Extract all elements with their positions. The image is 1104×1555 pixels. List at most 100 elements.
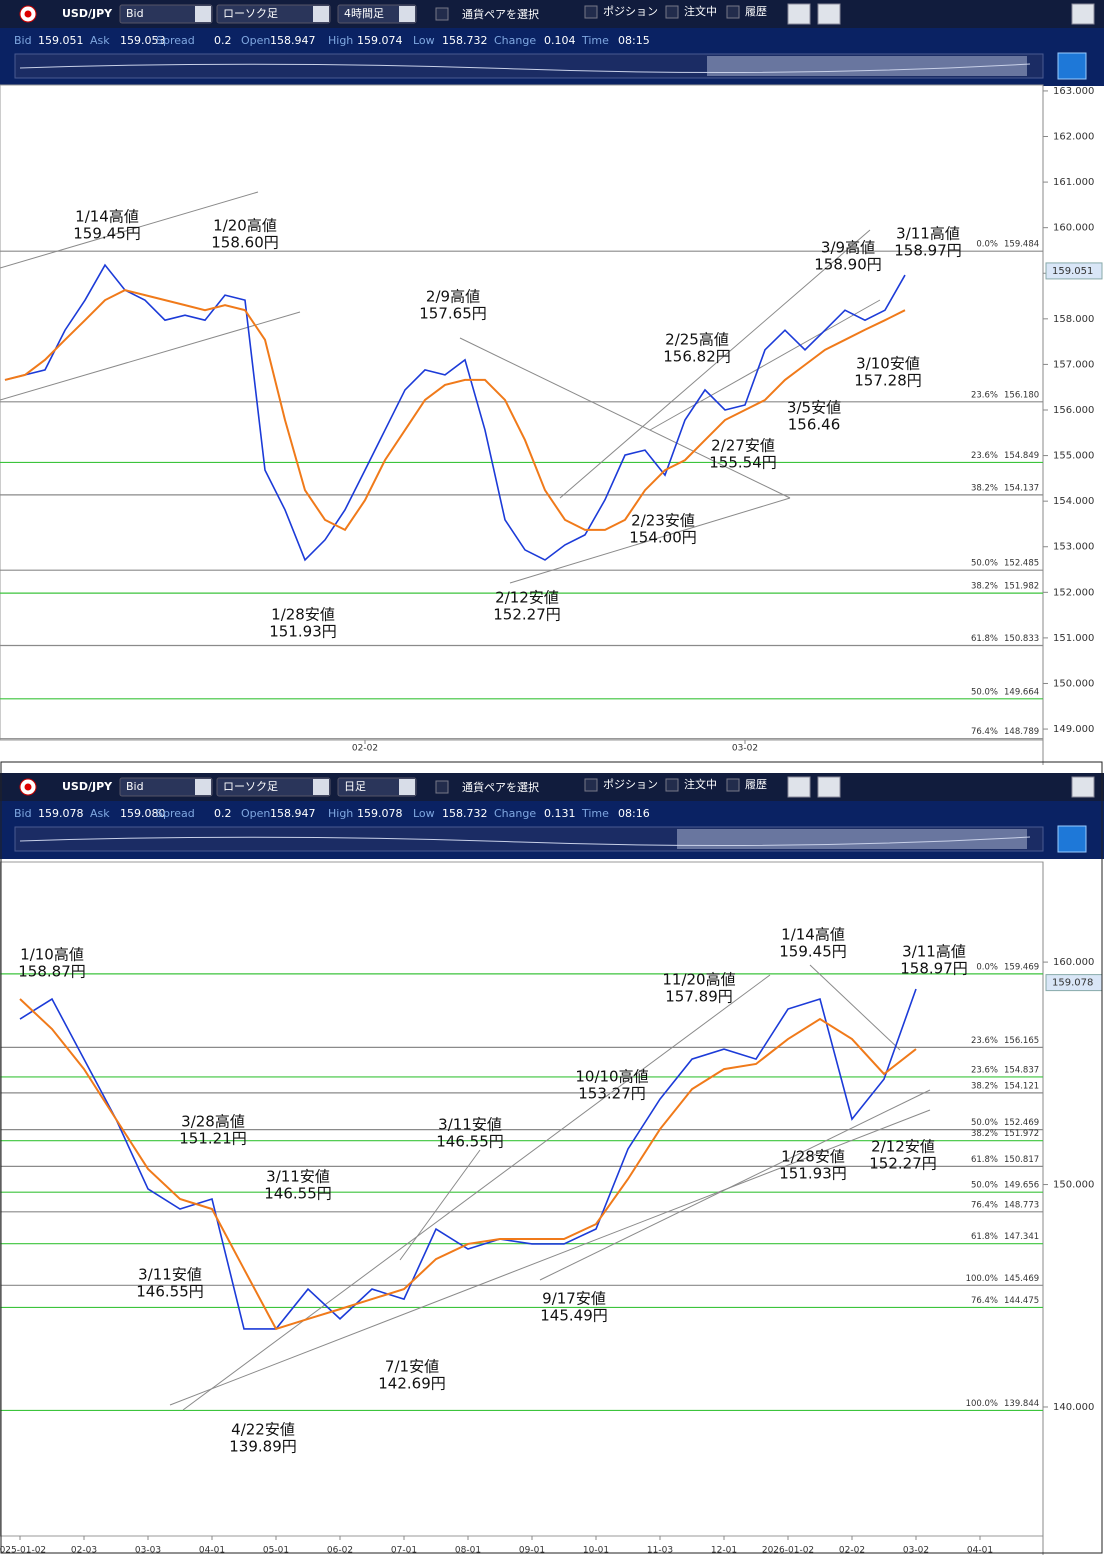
checkbox[interactable] bbox=[584, 778, 598, 792]
quote-label: Change bbox=[494, 34, 536, 47]
annotation-price: 152.27円 bbox=[493, 606, 561, 624]
dropdown-label: Bid bbox=[126, 780, 144, 793]
x-tick-label: 2025-01-02 bbox=[0, 1546, 46, 1555]
annotation-label: 1/14高値 bbox=[781, 926, 845, 944]
annotation-price: 158.90円 bbox=[814, 256, 882, 274]
dropdown-arrow[interactable] bbox=[313, 779, 329, 795]
dropdown[interactable] bbox=[216, 4, 331, 24]
annotation-label: 3/5安値 bbox=[787, 399, 841, 417]
navigator-button[interactable] bbox=[1057, 825, 1087, 853]
annotation-label: 2/25高値 bbox=[665, 331, 729, 349]
trend-line bbox=[539, 1089, 931, 1281]
dropdown-arrow[interactable] bbox=[195, 779, 211, 795]
fib-pct: 50.0% bbox=[971, 559, 998, 569]
x-tick-label: 08-01 bbox=[455, 1546, 481, 1555]
toggle-label: ポジション bbox=[603, 778, 658, 791]
dropdown[interactable] bbox=[119, 777, 213, 797]
dropdown-arrow[interactable] bbox=[313, 6, 329, 22]
annotation-label: 1/28安値 bbox=[781, 1148, 845, 1166]
quote-value: 158.947 bbox=[270, 807, 316, 820]
fib-value: 154.837 bbox=[1004, 1065, 1039, 1075]
fib-value: 150.817 bbox=[1004, 1155, 1039, 1165]
y-tick-label: 163.000 bbox=[1053, 86, 1094, 97]
plot-area bbox=[0, 861, 1044, 1537]
fib-pct: 61.8% bbox=[971, 634, 998, 644]
dropdown-arrow[interactable] bbox=[399, 6, 415, 22]
quote-value: 158.732 bbox=[442, 807, 488, 820]
y-tick-label: 150.000 bbox=[1053, 678, 1094, 689]
tool-icon[interactable] bbox=[1071, 776, 1095, 798]
dropdown[interactable] bbox=[119, 4, 213, 24]
annotation-label: 11/20高値 bbox=[662, 971, 735, 989]
navigator-line bbox=[19, 63, 1031, 74]
fib-pct: 100.0% bbox=[966, 1399, 998, 1409]
trend-line bbox=[559, 229, 871, 499]
navigator-window[interactable] bbox=[707, 56, 1027, 76]
y-tick-label: 150.000 bbox=[1053, 1180, 1094, 1191]
checkbox[interactable] bbox=[726, 778, 740, 792]
fib-pct: 38.2% bbox=[971, 582, 998, 592]
tool-icon[interactable] bbox=[1071, 3, 1095, 25]
tool-icon[interactable] bbox=[817, 3, 841, 25]
y-tick-label: 156.000 bbox=[1053, 405, 1094, 416]
annotation-label: 1/14高値 bbox=[75, 208, 139, 226]
last-price-label: 159.078 bbox=[1052, 978, 1093, 989]
trend-line bbox=[649, 299, 881, 431]
dropdown-label: Bid bbox=[126, 7, 144, 20]
annotation-price: 142.69円 bbox=[378, 1375, 446, 1393]
quote-value: 159.074 bbox=[357, 34, 403, 47]
annotation-price: 158.97円 bbox=[900, 960, 968, 978]
y-tick-label: 162.000 bbox=[1053, 132, 1094, 143]
annotation-price: 146.55円 bbox=[436, 1133, 504, 1151]
fib-value: 152.485 bbox=[1004, 559, 1039, 569]
annotation-label: 10/10高値 bbox=[575, 1068, 648, 1086]
quote-label: Spread bbox=[156, 34, 195, 47]
y-tick-label: 153.000 bbox=[1053, 542, 1094, 553]
dropdown[interactable] bbox=[337, 4, 417, 24]
navigator-button[interactable] bbox=[1057, 52, 1087, 80]
fib-pct: 50.0% bbox=[971, 1118, 998, 1128]
tool-icon[interactable] bbox=[817, 776, 841, 798]
trend-line bbox=[459, 337, 791, 499]
checkbox[interactable] bbox=[726, 5, 740, 19]
fib-value: 159.469 bbox=[1004, 962, 1039, 972]
annotation-label: 2/9高値 bbox=[426, 288, 480, 306]
quote-value: 08:15 bbox=[618, 34, 650, 47]
checkbox[interactable] bbox=[435, 780, 449, 794]
fib-pct: 38.2% bbox=[971, 483, 998, 493]
y-tick-label: 149.000 bbox=[1053, 724, 1094, 735]
price-line bbox=[19, 988, 917, 1330]
fib-value: 147.341 bbox=[1004, 1232, 1039, 1242]
annotation-label: 2/27安値 bbox=[711, 437, 775, 455]
annotation-label: 2/12安値 bbox=[871, 1138, 935, 1156]
checkbox[interactable] bbox=[584, 5, 598, 19]
quote-label: Low bbox=[413, 34, 435, 47]
pair-button: 通貨ペアを選択 bbox=[462, 780, 539, 794]
checkbox[interactable] bbox=[435, 7, 449, 21]
moving-average bbox=[4, 289, 906, 532]
annotation-label: 1/20高値 bbox=[213, 217, 277, 235]
tool-icon[interactable] bbox=[787, 3, 811, 25]
fib-value: 151.972 bbox=[1004, 1129, 1039, 1139]
fib-value: 149.664 bbox=[1004, 687, 1039, 697]
checkbox[interactable] bbox=[665, 778, 679, 792]
annotation-label: 1/28安値 bbox=[271, 606, 335, 624]
quote-label: Open bbox=[241, 807, 270, 820]
annotation-price: 146.55円 bbox=[264, 1185, 332, 1203]
quote-label: Ask bbox=[90, 34, 110, 47]
fib-value: 148.773 bbox=[1004, 1200, 1039, 1210]
navigator-window[interactable] bbox=[677, 829, 1027, 849]
dropdown-label: ローソク足 bbox=[223, 7, 278, 20]
dropdown-arrow[interactable] bbox=[399, 779, 415, 795]
annotation-price: 158.87円 bbox=[18, 963, 86, 981]
panel-frame bbox=[0, 761, 1103, 1554]
dropdown-arrow[interactable] bbox=[195, 6, 211, 22]
dropdown[interactable] bbox=[337, 777, 417, 797]
quote-label: High bbox=[328, 34, 353, 47]
checkbox[interactable] bbox=[665, 5, 679, 19]
quote-label: Time bbox=[581, 34, 609, 47]
tool-icon[interactable] bbox=[787, 776, 811, 798]
fib-value: 139.844 bbox=[1004, 1399, 1039, 1409]
fib-value: 154.849 bbox=[1004, 451, 1039, 461]
dropdown[interactable] bbox=[216, 777, 331, 797]
